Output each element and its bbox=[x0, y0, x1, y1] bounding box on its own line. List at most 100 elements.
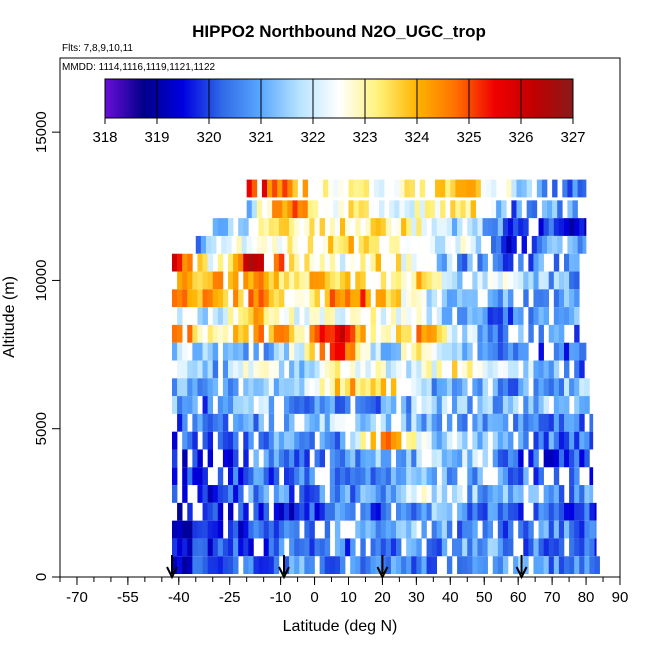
heatmap-cell bbox=[212, 324, 219, 343]
heatmap-cell bbox=[355, 289, 361, 308]
heatmap-cell bbox=[558, 271, 565, 290]
heatmap-cell bbox=[233, 485, 239, 503]
heatmap-cell bbox=[460, 200, 466, 219]
heatmap-cell bbox=[579, 538, 585, 557]
heatmap-cell bbox=[518, 520, 524, 539]
heatmap-cell bbox=[278, 253, 285, 272]
heatmap-cell bbox=[508, 360, 514, 379]
heatmap-cell bbox=[419, 179, 426, 198]
heatmap-cell bbox=[548, 360, 555, 379]
heatmap-cell bbox=[416, 324, 422, 343]
heatmap-cell bbox=[319, 271, 326, 290]
heatmap-cell bbox=[533, 253, 539, 272]
heatmap-cell bbox=[294, 360, 300, 379]
heatmap-cell bbox=[548, 378, 555, 397]
heatmap-cell bbox=[455, 235, 461, 254]
heatmap-cell bbox=[238, 485, 244, 503]
heatmap-cell bbox=[182, 538, 188, 557]
heatmap-cell bbox=[543, 520, 550, 539]
heatmap-cell bbox=[273, 502, 280, 521]
heatmap-cell bbox=[385, 431, 392, 450]
heatmap-cell bbox=[284, 378, 290, 397]
heatmap-cell bbox=[564, 502, 570, 521]
heatmap-cell bbox=[340, 289, 346, 308]
heatmap-cell bbox=[380, 431, 387, 450]
heatmap-cell bbox=[284, 396, 290, 414]
heatmap-cell bbox=[212, 289, 219, 308]
heatmap-cell bbox=[569, 413, 575, 432]
heatmap-cell bbox=[248, 378, 254, 397]
heatmap-cell bbox=[338, 235, 344, 254]
heatmap-cell bbox=[202, 342, 208, 361]
heatmap-cell bbox=[228, 378, 234, 397]
heatmap-cell bbox=[248, 396, 254, 414]
heatmap-cell bbox=[457, 413, 463, 432]
heatmap-cell bbox=[375, 218, 382, 236]
heatmap-cell bbox=[340, 378, 346, 397]
heatmap-cell bbox=[207, 253, 214, 272]
heatmap-cell bbox=[446, 271, 453, 290]
heatmap-cell bbox=[363, 235, 370, 254]
heatmap-cell bbox=[197, 520, 203, 539]
heatmap-cell bbox=[380, 271, 387, 290]
heatmap-cell bbox=[309, 431, 315, 450]
heatmap-cell bbox=[421, 520, 427, 539]
heatmap-cell bbox=[589, 538, 595, 557]
heatmap-cell bbox=[299, 271, 305, 290]
heatmap-cell bbox=[441, 520, 448, 539]
heatmap-cell bbox=[314, 485, 320, 503]
heatmap-cell bbox=[292, 235, 298, 254]
heatmap-cell bbox=[360, 449, 366, 468]
heatmap-cell bbox=[553, 360, 560, 379]
heatmap-cell bbox=[416, 413, 422, 432]
heatmap-cell bbox=[355, 218, 361, 236]
heatmap-cell bbox=[406, 449, 412, 468]
heatmap-cell bbox=[477, 307, 483, 325]
heatmap-cell bbox=[284, 324, 290, 343]
heatmap-cell bbox=[304, 520, 310, 539]
heatmap-cell bbox=[406, 360, 412, 379]
heatmap-cell bbox=[370, 449, 376, 468]
heatmap-cell bbox=[411, 342, 417, 361]
heatmap-cell bbox=[258, 253, 264, 272]
heatmap-cell bbox=[528, 538, 534, 557]
heatmap-cell bbox=[329, 307, 336, 325]
heatmap-cell bbox=[472, 307, 478, 325]
heatmap-cell bbox=[594, 520, 597, 539]
heatmap-cell bbox=[355, 449, 361, 468]
heatmap-cell bbox=[558, 502, 565, 521]
heatmap-cell bbox=[446, 413, 453, 432]
heatmap-cell bbox=[192, 271, 198, 290]
heatmap-cell bbox=[406, 324, 412, 343]
heatmap-cell bbox=[243, 324, 249, 343]
heatmap-cell bbox=[278, 449, 285, 468]
heatmap-cell bbox=[289, 218, 295, 236]
heatmap-cell bbox=[340, 413, 346, 432]
heatmap-cell bbox=[172, 342, 178, 361]
heatmap-cell bbox=[328, 235, 334, 254]
heatmap-cell bbox=[513, 360, 519, 379]
heatmap-cell bbox=[340, 485, 346, 503]
heatmap-cell bbox=[350, 289, 356, 308]
heatmap-cell bbox=[329, 449, 336, 468]
heatmap-cell bbox=[294, 307, 300, 325]
heatmap-cell bbox=[541, 179, 548, 198]
heatmap-cell bbox=[268, 413, 275, 432]
heatmap-cell bbox=[482, 378, 488, 397]
heatmap-cell bbox=[396, 324, 402, 343]
heatmap-cell bbox=[584, 449, 590, 468]
heatmap-cell bbox=[538, 271, 544, 290]
heatmap-cell bbox=[572, 179, 578, 198]
heatmap-cell bbox=[277, 235, 283, 254]
heatmap-cell bbox=[404, 179, 410, 198]
heatmap-cell bbox=[569, 556, 575, 575]
heatmap-cell bbox=[460, 179, 466, 198]
heatmap-cell bbox=[452, 538, 458, 557]
heatmap-cell bbox=[253, 556, 259, 575]
heatmap-cell bbox=[370, 396, 376, 414]
heatmap-cell bbox=[574, 289, 580, 308]
heatmap-cell bbox=[202, 271, 208, 290]
heatmap-cell bbox=[497, 342, 504, 361]
heatmap-cell bbox=[431, 556, 438, 575]
heatmap-cell bbox=[558, 413, 565, 432]
